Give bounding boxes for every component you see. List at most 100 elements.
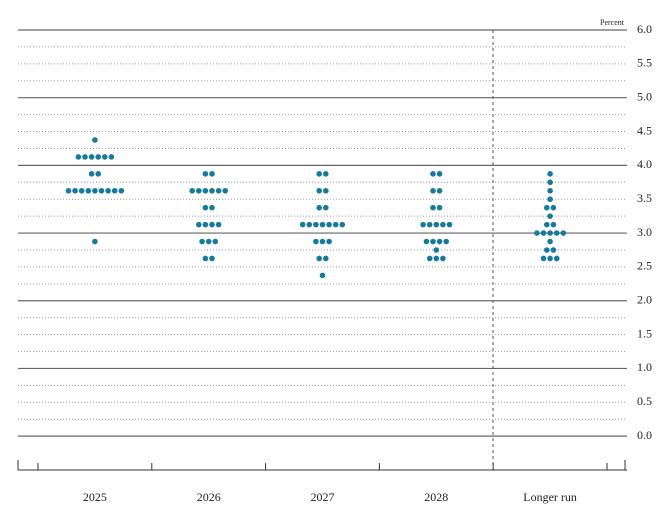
dot	[105, 187, 111, 194]
dot	[544, 204, 550, 211]
y-tick-label: 2.5	[637, 259, 652, 273]
dot	[118, 187, 125, 194]
dot	[440, 221, 446, 228]
dot	[430, 171, 436, 177]
dot	[436, 171, 443, 177]
dot	[98, 187, 105, 194]
dot	[212, 238, 219, 245]
dot	[319, 272, 326, 279]
x-tick-label: 2025	[83, 490, 107, 504]
dot	[540, 255, 547, 262]
dot	[316, 187, 323, 194]
dot	[209, 204, 215, 211]
dot	[72, 187, 78, 194]
dot	[316, 204, 323, 211]
dot	[306, 221, 313, 228]
x-tick-label: 2026	[197, 490, 221, 504]
dot	[222, 187, 228, 194]
dot	[534, 230, 540, 236]
dot	[78, 187, 85, 194]
dot	[323, 204, 329, 211]
dot	[547, 238, 553, 245]
dot	[420, 221, 426, 228]
dot	[550, 204, 557, 211]
y-axis-label: Percent	[600, 18, 625, 27]
dot	[550, 221, 557, 228]
y-tick-label: 6.0	[637, 22, 652, 36]
dot	[553, 255, 560, 262]
dot	[205, 238, 212, 245]
dot	[189, 187, 195, 194]
dot	[202, 187, 209, 194]
dot	[332, 221, 339, 228]
dot	[215, 187, 222, 194]
dot	[75, 154, 82, 160]
dot	[88, 171, 95, 177]
dot	[430, 187, 436, 194]
y-tick-label: 0.0	[637, 428, 652, 442]
dot	[202, 221, 209, 228]
dot	[560, 230, 567, 236]
dot	[544, 247, 550, 253]
dot	[339, 221, 346, 228]
dot	[547, 179, 553, 186]
dot	[88, 154, 95, 160]
x-tick-label: 2028	[424, 490, 448, 504]
y-tick-label: 2.0	[637, 293, 652, 307]
dot	[108, 154, 115, 160]
dot	[313, 221, 319, 228]
dot	[92, 137, 98, 143]
dot	[430, 238, 436, 245]
dot	[199, 238, 205, 245]
y-tick-label: 5.0	[637, 89, 652, 103]
dot	[426, 221, 433, 228]
dot	[547, 196, 553, 203]
dot	[547, 171, 553, 177]
y-tick-label: 0.5	[637, 394, 652, 408]
dot	[209, 187, 215, 194]
y-tick-label: 1.5	[637, 326, 652, 340]
dot	[95, 171, 101, 177]
x-tick-label: Longer run	[523, 490, 577, 504]
dot	[209, 171, 215, 177]
dot	[111, 187, 118, 194]
dot	[316, 255, 323, 262]
dot	[92, 187, 98, 194]
x-tick-label: 2027	[311, 490, 335, 504]
dot	[215, 221, 222, 228]
dot	[209, 255, 215, 262]
dot	[316, 171, 323, 177]
dot	[326, 238, 332, 245]
dot	[323, 171, 329, 177]
dot	[430, 204, 436, 211]
dot	[92, 238, 98, 245]
dot	[547, 213, 553, 219]
dot	[102, 154, 108, 160]
y-tick-label: 4.0	[637, 157, 652, 171]
dot	[202, 171, 209, 177]
y-tick-label: 4.5	[637, 123, 652, 137]
dot	[319, 238, 326, 245]
dot	[544, 221, 550, 228]
y-tick-label: 3.0	[637, 225, 652, 239]
dot	[95, 154, 101, 160]
y-tick-label: 1.0	[637, 360, 652, 374]
dot	[436, 204, 443, 211]
dot	[433, 255, 440, 262]
dot	[446, 221, 453, 228]
dot	[547, 230, 553, 236]
dot	[82, 154, 88, 160]
dot	[326, 221, 332, 228]
dot	[436, 187, 443, 194]
dot	[313, 238, 319, 245]
dot	[202, 204, 209, 211]
dot	[547, 255, 553, 262]
dot	[65, 187, 72, 194]
dot	[440, 255, 446, 262]
dot	[299, 221, 306, 228]
dot	[547, 187, 553, 194]
dot	[553, 230, 560, 236]
dot	[323, 255, 329, 262]
dot	[433, 247, 440, 253]
dot	[323, 187, 329, 194]
